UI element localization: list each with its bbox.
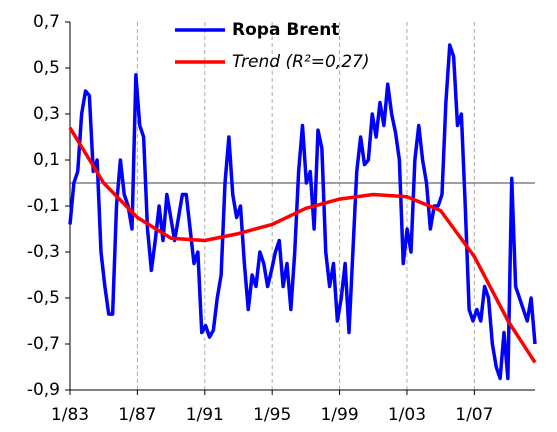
x-tick-label: 1/91 xyxy=(186,405,224,425)
x-tick-label: 1/99 xyxy=(320,405,358,425)
series-line xyxy=(68,126,537,364)
y-tick-label: -0,3 xyxy=(27,242,60,262)
x-tick-label: 1/95 xyxy=(253,405,291,425)
x-tick-label: 1/87 xyxy=(118,405,156,425)
x-tick-label: 1/07 xyxy=(455,405,493,425)
series-line xyxy=(68,43,537,381)
x-tick-label: 1/83 xyxy=(51,405,89,425)
x-tick-label: 1/03 xyxy=(388,405,426,425)
y-tick-label: -0,9 xyxy=(27,380,60,400)
legend-label: Ropa Brent xyxy=(232,20,339,40)
y-tick-label: -0,5 xyxy=(27,288,60,308)
legend-label: Trend (R²=0,27) xyxy=(232,52,369,72)
y-tick-label: -0,1 xyxy=(27,196,60,216)
y-tick-label: 0,3 xyxy=(33,104,60,124)
y-tick-label: 0,5 xyxy=(33,58,60,78)
y-tick-label: -0,7 xyxy=(27,334,60,354)
y-tick-label: 0,1 xyxy=(33,150,60,170)
y-tick-label: 0,7 xyxy=(33,12,60,32)
